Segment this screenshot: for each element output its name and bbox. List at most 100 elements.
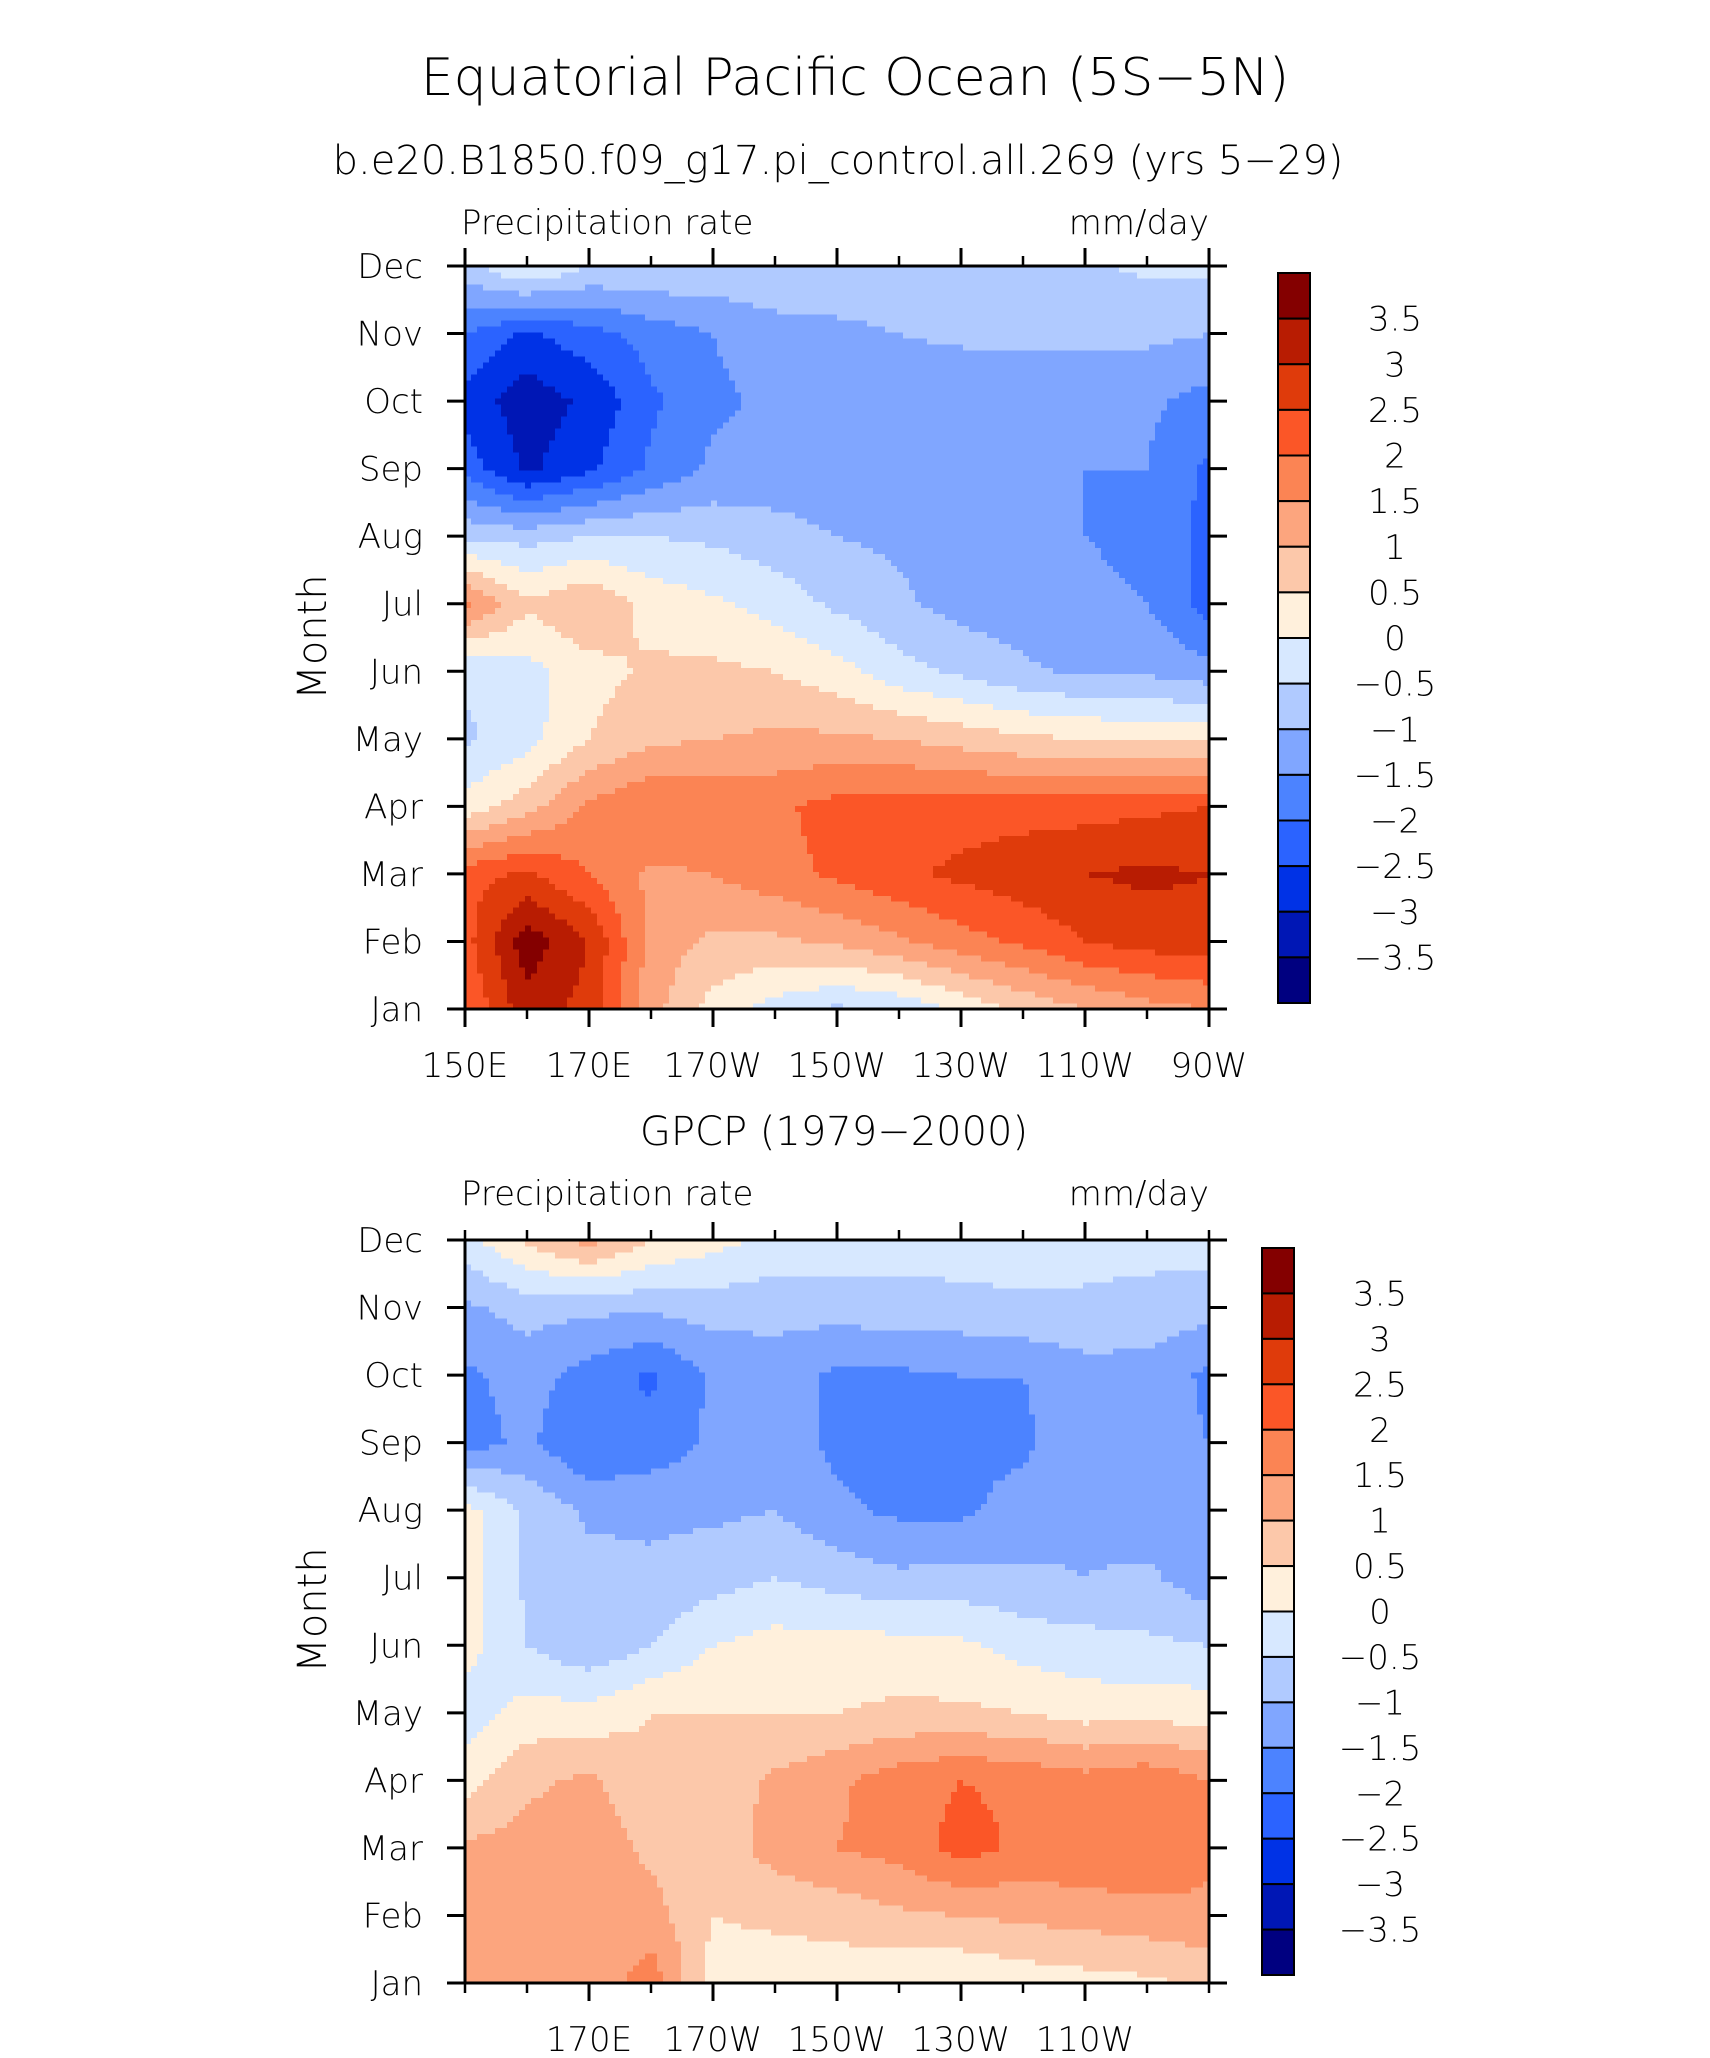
heatmap-cell <box>1179 847 1186 854</box>
heatmap-cell <box>777 775 784 782</box>
heatmap-cell <box>675 859 682 866</box>
heatmap-cell <box>933 817 940 824</box>
heatmap-cell <box>915 937 922 944</box>
heatmap-cell <box>987 865 994 872</box>
heatmap-cell <box>627 907 634 914</box>
heatmap-cell <box>1173 787 1180 794</box>
heatmap-cell <box>1119 823 1126 830</box>
heatmap-cell <box>555 847 562 854</box>
heatmap-cell <box>993 835 1000 842</box>
heatmap-cell <box>1095 847 1102 854</box>
heatmap-cell <box>1023 961 1030 968</box>
heatmap-cell <box>927 997 934 1004</box>
heatmap-cell <box>663 997 670 1004</box>
heatmap-cell <box>1161 799 1168 806</box>
heatmap-cell <box>513 997 520 1004</box>
heatmap-cell <box>507 841 514 848</box>
heatmap-cell <box>597 883 604 890</box>
heatmap-cell <box>1161 847 1168 854</box>
heatmap-cell <box>849 949 856 956</box>
heatmap-cell <box>519 811 526 818</box>
heatmap-cell <box>831 895 838 902</box>
heatmap-cell <box>993 961 1000 968</box>
heatmap-cell <box>939 847 946 854</box>
heatmap-cell <box>549 985 556 992</box>
heatmap-cell <box>687 997 694 1004</box>
heatmap-cell <box>837 799 844 806</box>
heatmap-cell <box>903 829 910 836</box>
heatmap-cell <box>1041 925 1048 932</box>
heatmap-cell <box>669 955 676 962</box>
heatmap-cell <box>1005 847 1012 854</box>
heatmap-cell <box>1173 961 1180 968</box>
heatmap-cell <box>957 787 964 794</box>
heatmap-cell <box>645 775 652 782</box>
heatmap-cell <box>657 979 664 986</box>
heatmap-cell <box>807 859 814 866</box>
heatmap-cell <box>471 943 478 950</box>
heatmap-cell <box>603 799 610 806</box>
heatmap-cell <box>1059 991 1066 998</box>
heatmap-cell <box>489 847 496 854</box>
heatmap-cell <box>867 925 874 932</box>
heatmap-cell <box>1107 889 1114 896</box>
heatmap-cell <box>717 835 724 842</box>
heatmap-cell <box>1011 925 1018 932</box>
heatmap-cell <box>639 919 646 926</box>
heatmap-cell <box>1197 997 1204 1004</box>
heatmap-cell <box>915 853 922 860</box>
heatmap-cell <box>717 979 724 986</box>
heatmap-cell <box>921 787 928 794</box>
heatmap-cell <box>945 889 952 896</box>
heatmap-cell <box>903 985 910 992</box>
heatmap-cell <box>753 853 760 860</box>
heatmap-cell <box>645 763 652 770</box>
heatmap-cell <box>1107 973 1114 980</box>
heatmap-cell <box>525 943 532 950</box>
heatmap-cell <box>765 823 772 830</box>
heatmap-cell <box>1113 835 1120 842</box>
heatmap-cell <box>1173 931 1180 938</box>
heatmap-cell <box>927 847 934 854</box>
heatmap-cell <box>579 919 586 926</box>
heatmap-cell <box>561 829 568 836</box>
heatmap-cell <box>951 835 958 842</box>
heatmap-cell <box>849 919 856 926</box>
heatmap-cell <box>789 847 796 854</box>
heatmap-cell <box>909 847 916 854</box>
heatmap-cell <box>1071 997 1078 1004</box>
heatmap-cell <box>951 979 958 986</box>
heatmap-cell <box>855 871 862 878</box>
heatmap-cell <box>1185 829 1192 836</box>
heatmap-cell <box>969 781 976 788</box>
heatmap-cell <box>699 973 706 980</box>
heatmap-cell <box>753 907 760 914</box>
heatmap-cell <box>519 793 526 800</box>
heatmap-cell <box>999 829 1006 836</box>
heatmap-cell <box>741 829 748 836</box>
heatmap-cell <box>963 787 970 794</box>
heatmap-cell <box>555 997 562 1004</box>
heatmap-cell <box>855 811 862 818</box>
heatmap-cell <box>945 853 952 860</box>
heatmap-cell <box>603 913 610 920</box>
heatmap-cell <box>471 895 478 902</box>
heatmap-cell <box>639 991 646 998</box>
heatmap-cell <box>963 955 970 962</box>
heatmap-cell <box>759 853 766 860</box>
heatmap-cell <box>1143 811 1150 818</box>
heatmap-cell <box>1071 853 1078 860</box>
heatmap-cell <box>531 799 538 806</box>
heatmap-cell <box>1119 781 1126 788</box>
heatmap-cell <box>765 859 772 866</box>
heatmap-cell <box>1161 913 1168 920</box>
heatmap-cell <box>1167 967 1174 974</box>
heatmap-cell <box>1035 799 1042 806</box>
heatmap-cell <box>1101 925 1108 932</box>
heatmap-cell <box>549 769 556 776</box>
heatmap-cell <box>651 991 658 998</box>
heatmap-cell <box>471 805 478 812</box>
heatmap-cell <box>591 943 598 950</box>
heatmap-cell <box>915 859 922 866</box>
heatmap-cell <box>537 829 544 836</box>
